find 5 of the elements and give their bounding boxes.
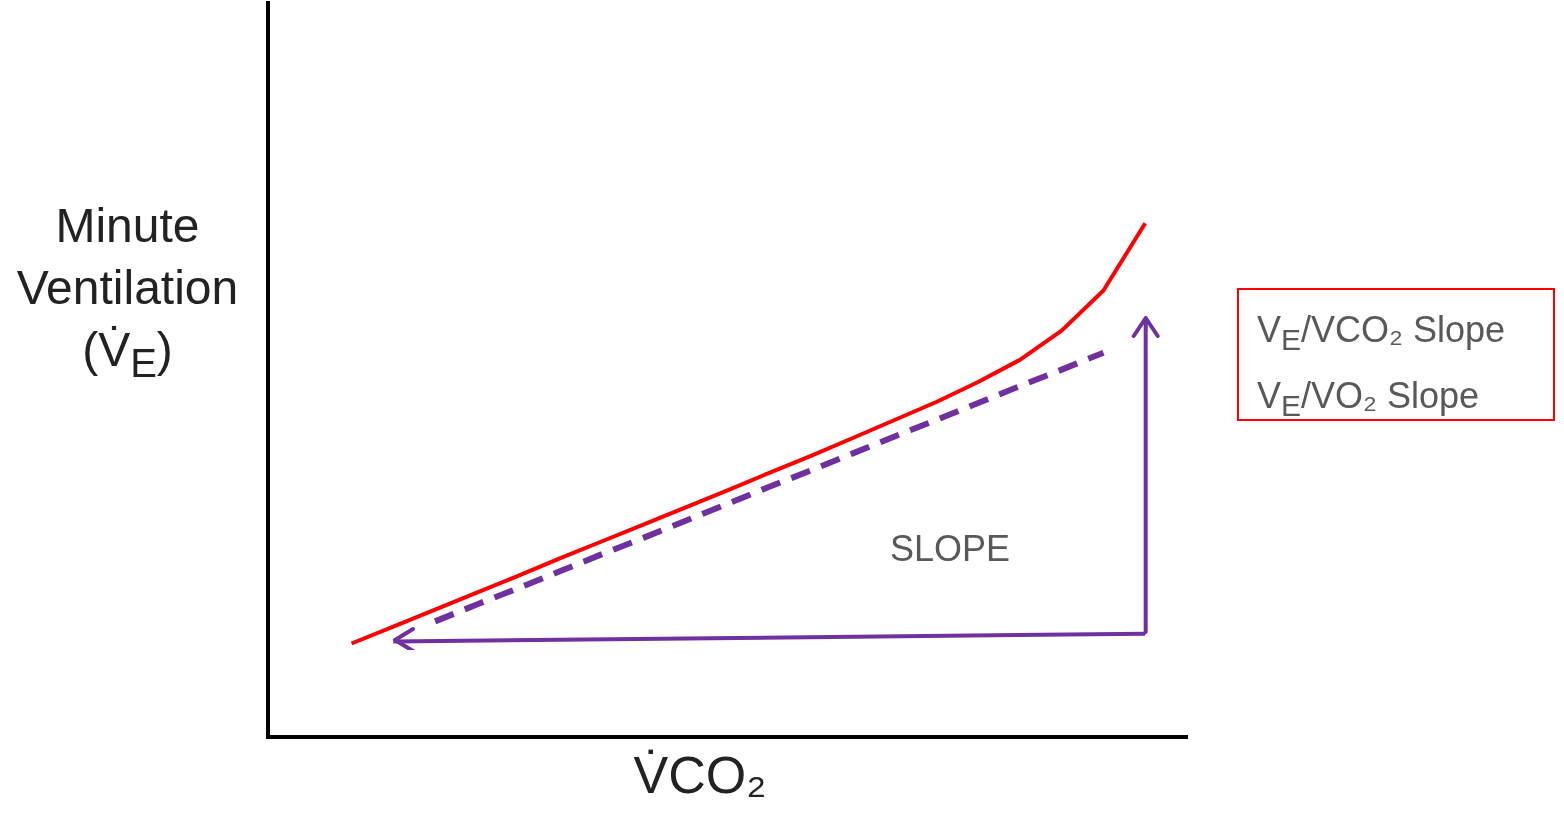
text: V$_{E}$/VO₂ Slope [1257, 374, 1481, 425]
y-axis-title: Minute Ventilation (V̇$_{E}$) [15, 198, 240, 387]
annotation: SLOPE [890, 528, 1011, 570]
text: V$_{E}$/VCO₂ Slope [1257, 308, 1507, 359]
x-axis-title: V̇CO₂ [632, 745, 768, 805]
